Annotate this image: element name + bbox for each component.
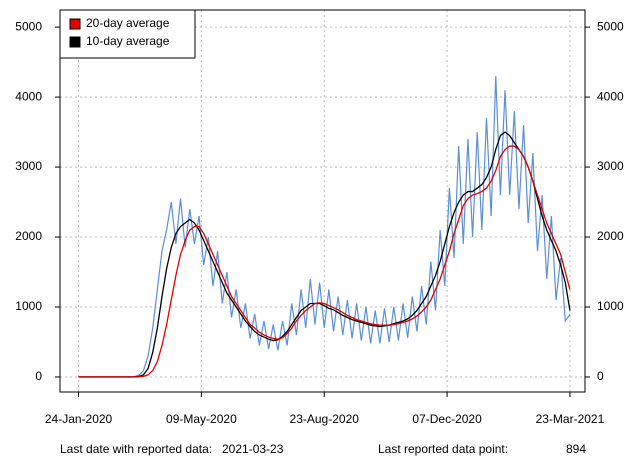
footer-point-label: Last reported data point: xyxy=(378,442,508,456)
y-tick-label: 1000 xyxy=(15,299,42,313)
footer-date-label: Last date with reported data: xyxy=(60,442,212,456)
data-line xyxy=(78,131,571,378)
x-tick-label: 24-Jan-2020 xyxy=(45,412,113,426)
data-line xyxy=(78,145,571,378)
footer-date-value: 2021-03-23 xyxy=(222,442,284,456)
x-tick-label: 07-Dec-2020 xyxy=(412,412,482,426)
y2-tick-label: 3000 xyxy=(597,159,624,173)
y2-tick-label: 5000 xyxy=(597,19,624,33)
legend-swatch xyxy=(69,36,81,48)
y-tick-label: 3000 xyxy=(15,159,42,173)
y2-tick-label: 0 xyxy=(597,369,604,383)
y-tick-label: 4000 xyxy=(15,89,42,103)
x-tick-label: 23-Aug-2020 xyxy=(290,412,360,426)
y2-tick-label: 1000 xyxy=(597,299,624,313)
x-tick-label: 09-May-2020 xyxy=(166,412,237,426)
legend-swatch xyxy=(69,18,81,30)
legend-label: 10-day average xyxy=(86,34,170,48)
y-tick-label: 0 xyxy=(35,369,42,383)
plot-frame xyxy=(59,9,586,393)
y2-tick-label: 2000 xyxy=(597,229,624,243)
footer-point-value: 894 xyxy=(566,442,586,456)
x-tick-label: 23-Mar-2021 xyxy=(536,412,605,426)
y-tick-label: 2000 xyxy=(15,229,42,243)
y2-tick-label: 4000 xyxy=(597,89,624,103)
y-tick-label: 5000 xyxy=(15,19,42,33)
legend-box xyxy=(59,9,196,59)
data-line xyxy=(78,76,571,378)
legend-label: 20-day average xyxy=(86,16,170,30)
